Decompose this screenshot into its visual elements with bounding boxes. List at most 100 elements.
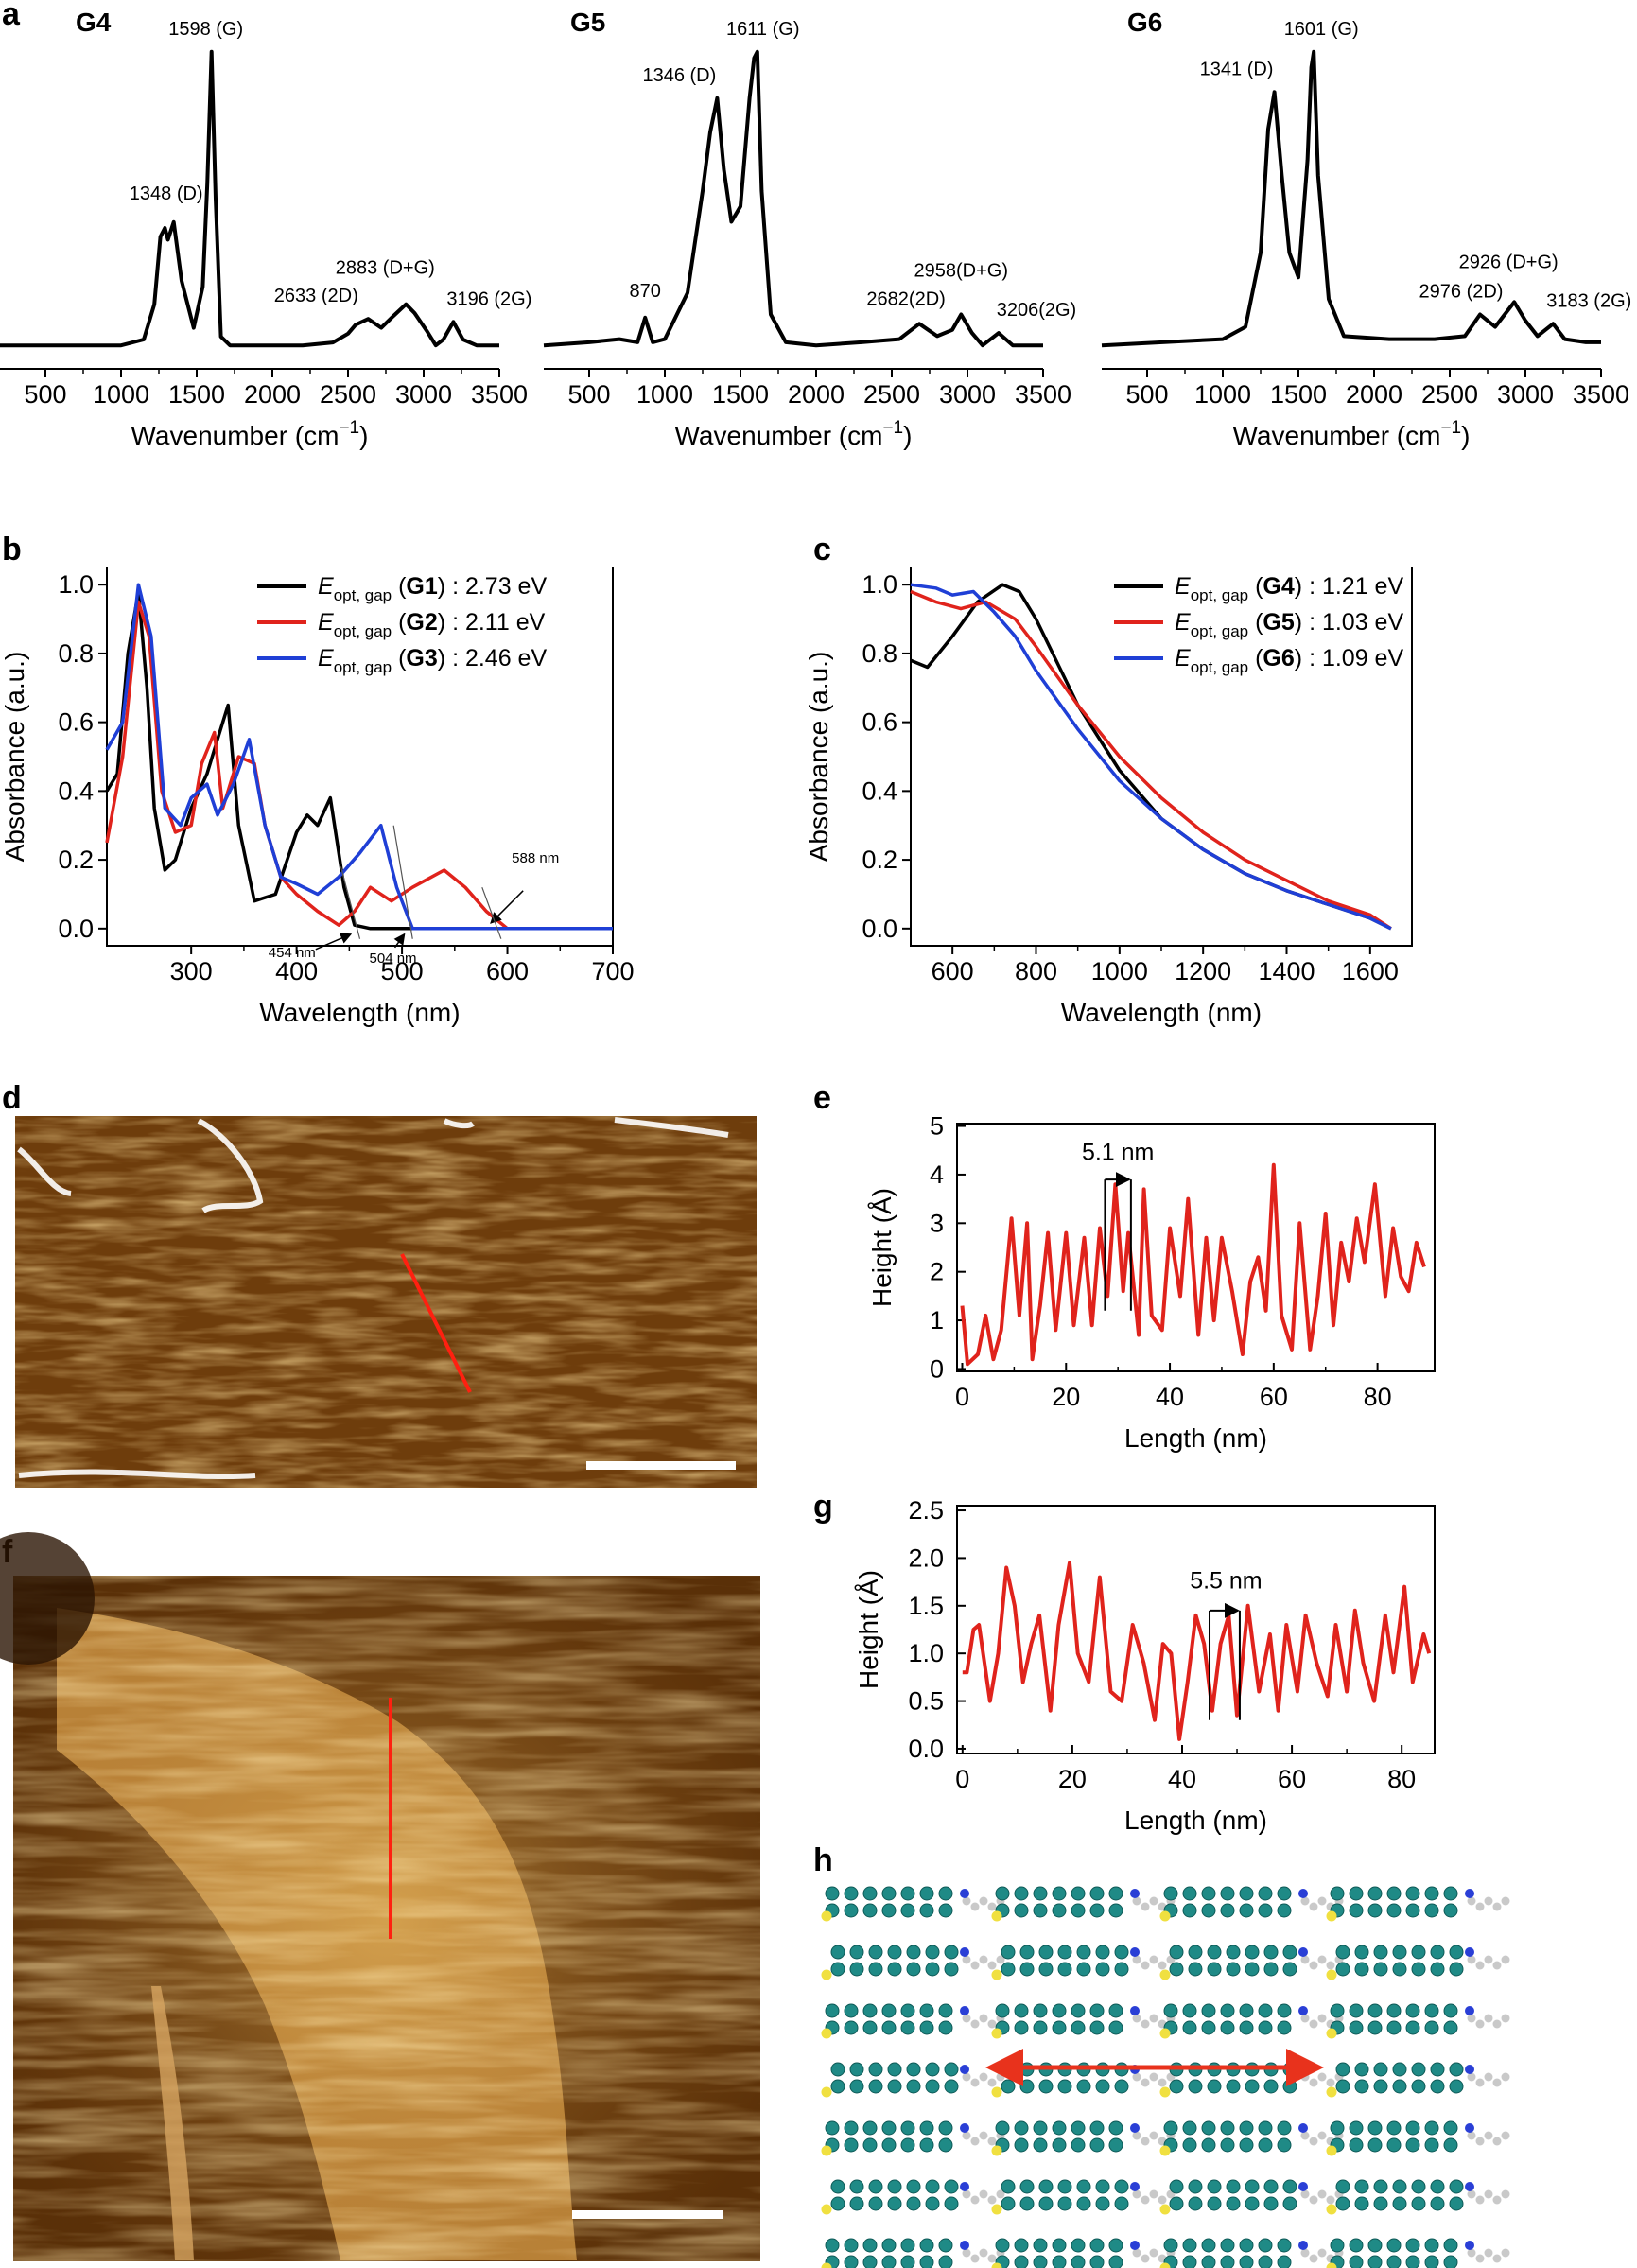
carbon-atom	[1033, 1903, 1048, 1918]
hydrogen-atom	[1149, 1955, 1158, 1964]
carbon-atom	[925, 2179, 940, 2194]
carbon-atom	[1282, 2079, 1297, 2094]
y-tick-label-4: 4	[930, 1160, 944, 1189]
hydrogen-atom	[1475, 2195, 1485, 2205]
carbon-atom	[1108, 2137, 1123, 2153]
carbon-atom	[1424, 2120, 1439, 2136]
carbon-atom	[868, 2079, 883, 2094]
molecule-unit	[1326, 2003, 1510, 2039]
carbon-atom	[1014, 1886, 1029, 1901]
carbon-atom	[1182, 2020, 1197, 2035]
carbon-atom	[906, 1945, 921, 1960]
carbon-atom	[1443, 2020, 1458, 2035]
carbon-atom	[1277, 2120, 1292, 2136]
carbon-atom	[1014, 2120, 1029, 2136]
x-tick-label-600: 600	[486, 957, 529, 986]
hydrogen-atom	[1132, 2189, 1141, 2199]
peak-label: 3183 (2G)	[1546, 290, 1631, 311]
x-axis-label-main: Wavenumber (cm	[675, 421, 883, 450]
sulfur-atom	[821, 2204, 832, 2215]
carbon-atom	[1182, 2238, 1197, 2253]
carbon-atom	[1405, 2120, 1420, 2136]
legend-open: (	[392, 609, 407, 636]
y-tick-label-1: 1.0	[862, 570, 897, 599]
legend-open: (	[1248, 609, 1263, 636]
carbon-atom	[1071, 2020, 1086, 2035]
sulfur-atom	[991, 2262, 1002, 2268]
carbon-atom	[849, 1962, 864, 1977]
carbon-atom	[938, 1903, 953, 1918]
carbon-atom	[938, 2255, 953, 2268]
hydrogen-atom	[1492, 2137, 1502, 2146]
hydrogen-atom	[1141, 2078, 1150, 2087]
carbon-atom	[1245, 2179, 1260, 2194]
carbon-atom	[825, 2003, 840, 2018]
nitrogen-atom	[1130, 1947, 1140, 1957]
y-tick-label-1: 1	[930, 1306, 944, 1335]
hydrogen-atom	[1484, 2189, 1493, 2199]
carbon-atom	[1207, 2079, 1222, 2094]
onset-arrow-588	[490, 890, 524, 924]
carbon-atom	[1114, 2179, 1129, 2194]
carbon-atom	[919, 2137, 934, 2153]
hydrogen-atom	[1300, 2014, 1310, 2023]
stm-d-scale-bar	[586, 1461, 736, 1470]
carbon-atom	[1071, 2003, 1086, 2018]
carbon-atom	[1188, 1945, 1203, 1960]
peak-label: 2958(D+G)	[914, 261, 1009, 282]
carbon-atom	[1071, 2255, 1086, 2268]
legend-subscript: opt, gap	[1191, 622, 1248, 640]
carbon-atom	[1392, 1945, 1407, 1960]
hydrogen-atom	[1492, 2019, 1502, 2029]
carbon-atom	[1071, 1886, 1086, 1901]
y-tick-label-0: 0.0	[58, 915, 94, 943]
hydrogen-atom	[1141, 1902, 1150, 1911]
carbon-atom	[944, 2062, 959, 2077]
hydrogen-atom	[996, 1955, 1005, 1964]
carbon-atom	[1245, 1945, 1260, 1960]
nitrogen-atom	[960, 2182, 969, 2191]
carbon-atom	[906, 2079, 921, 2094]
x-axis-label-main: Wavenumber (cm	[131, 421, 340, 450]
molecule-unit	[1159, 1886, 1344, 1922]
hydrogen-atom	[970, 2078, 980, 2087]
carbon-atom	[1424, 2020, 1439, 2035]
hydrogen-atom	[962, 2072, 971, 2082]
carbon-atom	[938, 2238, 953, 2253]
carbon-atom	[825, 2120, 840, 2136]
nitrogen-atom	[1130, 2241, 1140, 2250]
carbon-atom	[1201, 1903, 1216, 1918]
x-axis-label: Length (nm)	[1124, 1806, 1267, 1835]
nitrogen-atom	[1465, 1889, 1474, 1898]
hydrogen-atom	[1326, 2078, 1335, 2087]
x-axis-label-end: )	[903, 421, 912, 450]
carbon-atom	[944, 1962, 959, 1977]
hydrogen-atom	[1149, 2072, 1158, 2082]
carbon-atom	[919, 2255, 934, 2268]
legend-compound: G3	[406, 645, 437, 672]
carbon-atom	[881, 2255, 897, 2268]
carbon-atom	[1443, 2120, 1458, 2136]
carbon-atom	[1226, 2196, 1241, 2211]
hydrogen-atom	[1132, 2072, 1141, 2082]
molecular-model-h	[821, 1877, 1636, 2268]
carbon-atom	[825, 1886, 840, 1901]
hydrogen-atom	[987, 1961, 997, 1970]
panel-label-h: h	[813, 1842, 833, 1878]
carbon-atom	[1089, 2238, 1105, 2253]
legend-close: )	[438, 573, 452, 600]
carbon-atom	[1052, 2120, 1067, 2136]
carbon-atom	[1220, 1903, 1235, 1918]
carbon-atom	[1108, 2003, 1123, 2018]
carbon-atom	[1443, 2255, 1458, 2268]
hydrogen-atom	[1326, 2195, 1335, 2205]
carbon-atom	[1038, 1962, 1054, 1977]
carbon-atom	[1239, 1903, 1254, 1918]
carbon-atom	[1057, 1945, 1072, 1960]
hydrogen-atom	[1149, 2248, 1158, 2258]
x-tick-label-2500: 2500	[1421, 380, 1478, 409]
carbon-atom	[830, 2179, 845, 2194]
legend-symbol: E	[318, 573, 334, 600]
hydrogen-atom	[1158, 1961, 1167, 1970]
sulfur-atom	[991, 2204, 1002, 2215]
